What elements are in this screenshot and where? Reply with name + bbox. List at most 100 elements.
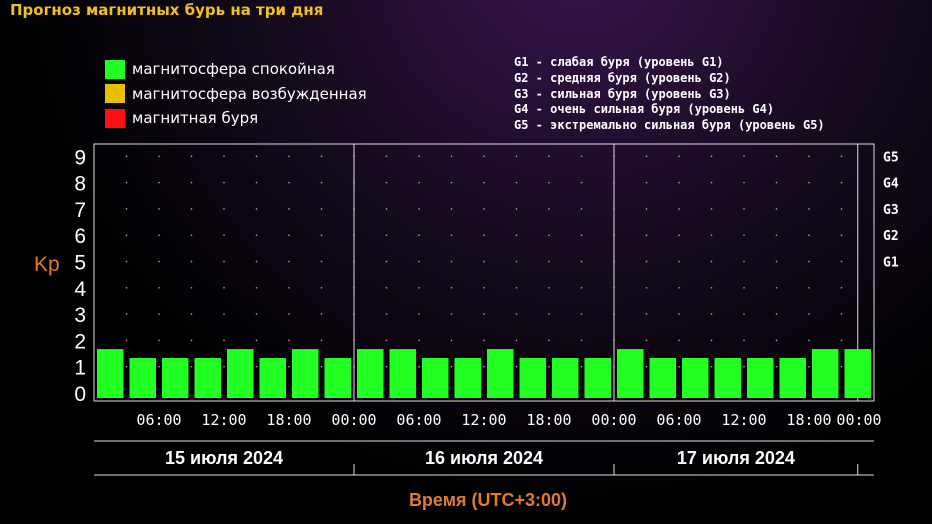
kp-bar [844, 349, 871, 398]
grid-dot [483, 155, 485, 157]
kp-bar [617, 349, 644, 398]
grid-dot [190, 313, 193, 315]
kp-bar [454, 358, 481, 398]
grid-dot [808, 155, 810, 157]
x-tick-label: 06:00 [396, 411, 441, 429]
grid-dot [515, 287, 518, 289]
grid-dot [775, 208, 778, 210]
legend-label-excited: магнитосфера возбужденная [132, 84, 367, 103]
grid-dot [743, 366, 745, 368]
grid-dot [320, 313, 323, 315]
grid-dot [580, 208, 583, 210]
kp-bar [649, 358, 676, 398]
grid-dot [320, 208, 323, 210]
x-tick-label: 12:00 [461, 411, 506, 429]
grid-dot [645, 260, 648, 263]
grid-dot [483, 339, 485, 342]
g-tick-label: G5 [883, 150, 899, 165]
grid-dot [743, 208, 745, 210]
x-tick-label: 18:00 [266, 411, 311, 429]
y-tick-label: 2 [74, 330, 86, 353]
grid-dot [840, 287, 843, 289]
grid-dot [190, 339, 193, 342]
grid-dot [515, 234, 518, 236]
grid-dot [255, 181, 258, 184]
grid-dot [385, 287, 388, 289]
kp-bar [389, 349, 416, 398]
grid-dot [125, 366, 128, 368]
y-tick-label: 5 [74, 252, 86, 275]
g-tick-label: G4 [883, 177, 899, 192]
grid-dot [320, 287, 323, 289]
grid-dot [775, 287, 778, 289]
grid-dot [288, 339, 290, 342]
grid-dot [483, 181, 485, 184]
grid-dot [320, 234, 323, 236]
grid-dot [678, 234, 680, 236]
grid-dot [190, 287, 193, 289]
grid-dot [580, 313, 583, 315]
grid-dot [255, 208, 258, 210]
grid-dot [418, 366, 420, 368]
grid-dot [288, 155, 290, 157]
grid-dot [678, 313, 680, 315]
x-tick-label: 06:00 [136, 411, 181, 429]
grid-dot [580, 339, 583, 342]
kp-bar [324, 358, 351, 398]
grid-dot [450, 313, 453, 315]
grid-dot [288, 260, 290, 263]
grid-dot [548, 313, 550, 315]
date-label: 16 июля 2024 [425, 448, 543, 468]
legend-label-quiet: магнитосфера спокойная [132, 60, 335, 79]
kp-bar [357, 349, 384, 398]
grid-dot [645, 313, 648, 315]
grid-dot [743, 287, 745, 289]
grid-dot [808, 181, 810, 184]
grid-dot [125, 339, 128, 342]
grid-dot [548, 208, 550, 210]
y-tick-label: 3 [74, 304, 86, 327]
grid-dot [450, 234, 453, 236]
grid-dot [255, 155, 258, 157]
grid-dot [450, 366, 453, 368]
grid-dot [223, 366, 225, 368]
grid-dot [255, 313, 258, 315]
grid-dot [548, 287, 550, 289]
grid-dot [450, 155, 453, 157]
grid-dot [190, 181, 193, 184]
grid-dot [678, 208, 680, 210]
kp-bar [422, 358, 449, 398]
grid-dot [515, 181, 518, 184]
grid-dot [710, 313, 713, 315]
kp-bar [129, 358, 156, 398]
grid-dot [288, 366, 290, 368]
grid-dot [385, 313, 388, 315]
grid-dot [320, 155, 323, 157]
grid-dot [190, 260, 193, 263]
grid-dot [223, 339, 225, 342]
grid-dot [743, 234, 745, 236]
grid-dot [385, 339, 388, 342]
grid-dot [125, 234, 128, 236]
grid-dot [483, 313, 485, 315]
grid-dot [710, 234, 713, 236]
grid-dot [288, 313, 290, 315]
legend-swatch-storm [105, 108, 125, 128]
grid-dot [645, 234, 648, 236]
grid-dot [418, 287, 420, 289]
grid-dot [840, 208, 843, 210]
grid-dot [743, 339, 745, 342]
grid-dot [385, 181, 388, 184]
grid-dot [223, 234, 225, 236]
grid-dot [255, 366, 258, 368]
grid-dot [840, 234, 843, 236]
kp-bar [714, 358, 741, 398]
grid-dot [288, 287, 290, 289]
grid-dot [743, 313, 745, 315]
legend-swatch-quiet [105, 59, 125, 79]
grid-dot [840, 313, 843, 315]
y-tick-label: 4 [74, 278, 86, 301]
grid-dot [483, 287, 485, 289]
grid-dot [840, 181, 843, 184]
